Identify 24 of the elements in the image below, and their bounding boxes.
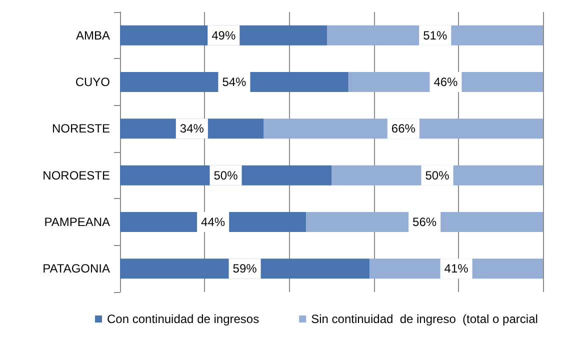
- y-tick-label: NOROESTE: [42, 168, 110, 182]
- data-label: 46%: [434, 75, 458, 89]
- data-label: 34%: [180, 122, 204, 136]
- data-label: 49%: [212, 28, 236, 42]
- bar: [120, 258, 370, 279]
- bar: [264, 118, 543, 139]
- bar: [306, 212, 543, 232]
- data-label: 50%: [214, 168, 238, 182]
- data-label: 50%: [425, 168, 450, 182]
- legend-label: Sin continuidad de ingreso (total o parcial: [311, 312, 538, 326]
- y-tick-label: CUYO: [75, 75, 110, 89]
- bar: [120, 72, 348, 92]
- data-label: 59%: [232, 262, 258, 276]
- y-tick-label: AMBA: [76, 28, 110, 42]
- legend-label: Con continuidad de ingresos: [107, 312, 260, 326]
- data-label: 51%: [423, 28, 448, 42]
- y-tick-label: PATAGONIA: [42, 262, 110, 276]
- data-label: 44%: [201, 215, 226, 229]
- data-label: 54%: [222, 75, 247, 89]
- data-label: 41%: [444, 262, 469, 276]
- data-label: 66%: [391, 122, 416, 136]
- y-tick-label: PAMPEANA: [44, 215, 110, 229]
- y-tick-label: NORESTE: [52, 122, 110, 136]
- data-label: 56%: [412, 215, 437, 229]
